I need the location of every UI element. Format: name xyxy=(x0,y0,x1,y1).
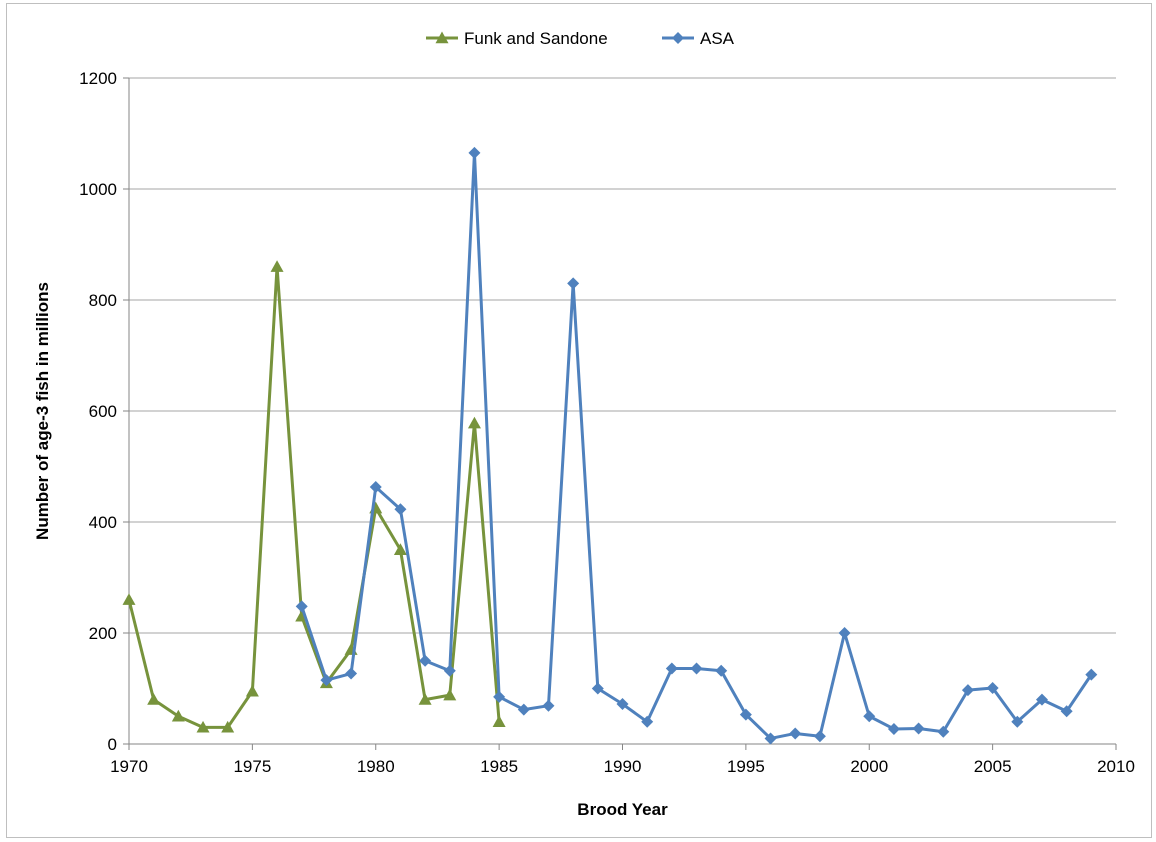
x-tick-labels: 1970 1975 1980 1985 1990 1995 2000 2005 2010 xyxy=(110,757,1135,776)
x-tick-label: 2010 xyxy=(1097,757,1135,776)
data-point-diamond xyxy=(863,710,875,722)
x-axis-title: Brood Year xyxy=(577,800,668,819)
data-point-diamond xyxy=(296,600,308,612)
legend-funk-label: Funk and Sandone xyxy=(464,29,608,48)
x-tick-label: 2000 xyxy=(850,757,888,776)
data-point-diamond xyxy=(913,722,925,734)
axes xyxy=(123,78,1116,750)
legend-asa-diamond-marker xyxy=(672,32,684,44)
y-tick-label: 1000 xyxy=(79,180,117,199)
data-point-diamond xyxy=(444,665,456,677)
series-line xyxy=(129,267,499,728)
legend-item-funk[interactable]: Funk and Sandone xyxy=(426,29,608,48)
data-point-diamond xyxy=(789,727,801,739)
x-tick-label: 1970 xyxy=(110,757,148,776)
legend: Funk and Sandone ASA xyxy=(426,29,735,48)
x-tick-label: 1995 xyxy=(727,757,765,776)
series-group xyxy=(123,147,1098,745)
x-tick-label: 1985 xyxy=(480,757,518,776)
data-point-diamond xyxy=(715,665,727,677)
data-point-triangle xyxy=(246,685,259,697)
data-point-diamond xyxy=(518,704,530,716)
y-tick-labels: 0 200 400 600 800 1000 1200 xyxy=(79,69,117,754)
legend-asa-label: ASA xyxy=(700,29,735,48)
data-point-diamond xyxy=(814,730,826,742)
gridlines xyxy=(129,78,1116,633)
y-tick-label: 200 xyxy=(89,624,117,643)
x-tick-label: 1990 xyxy=(604,757,642,776)
data-point-triangle xyxy=(468,417,481,429)
data-point-diamond xyxy=(666,663,678,675)
data-point-diamond xyxy=(493,691,505,703)
x-tick-label: 1980 xyxy=(357,757,395,776)
data-point-diamond xyxy=(888,723,900,735)
data-point-diamond xyxy=(345,668,357,680)
data-point-triangle xyxy=(123,593,136,605)
series-line xyxy=(302,153,1092,739)
data-point-triangle xyxy=(147,693,160,705)
y-tick-label: 1200 xyxy=(79,69,117,88)
data-point-diamond xyxy=(542,700,554,712)
y-axis-title: Number of age-3 fish in millions xyxy=(33,282,52,540)
data-point-triangle xyxy=(271,260,284,272)
y-tick-label: 600 xyxy=(89,402,117,421)
y-tick-label: 400 xyxy=(89,513,117,532)
data-point-diamond xyxy=(691,663,703,675)
x-tick-label: 2005 xyxy=(974,757,1012,776)
data-point-diamond xyxy=(839,627,851,639)
y-tick-label: 800 xyxy=(89,291,117,310)
series-asa xyxy=(296,147,1098,745)
x-tick-label: 1975 xyxy=(233,757,271,776)
legend-item-asa[interactable]: ASA xyxy=(662,29,735,48)
series-funk xyxy=(123,260,506,732)
data-point-triangle xyxy=(493,715,506,727)
y-tick-label: 0 xyxy=(108,735,117,754)
data-point-diamond xyxy=(468,147,480,159)
data-point-diamond xyxy=(567,277,579,289)
